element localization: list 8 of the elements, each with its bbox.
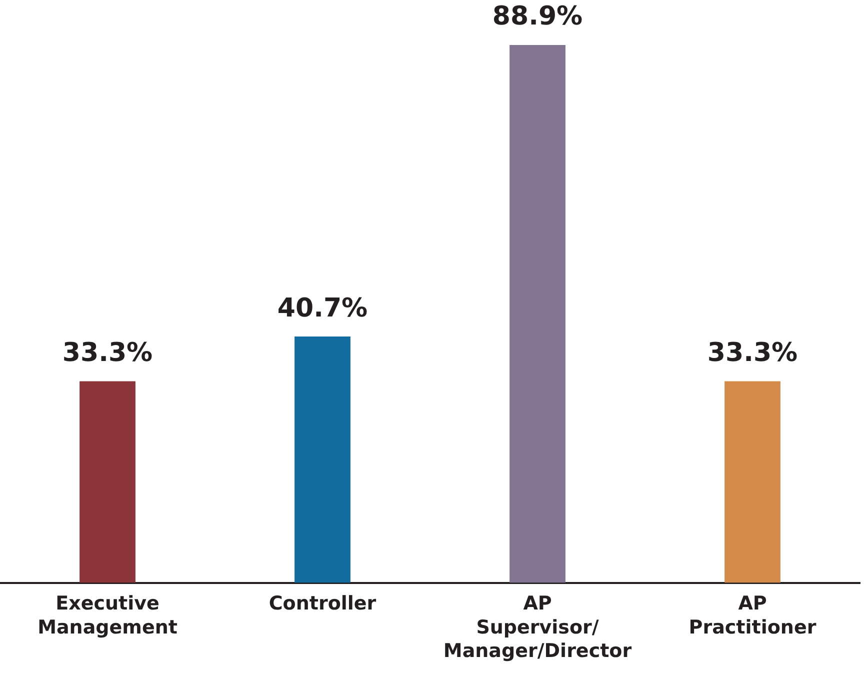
data-label: 40.7% xyxy=(277,293,368,324)
data-label: 33.3% xyxy=(707,338,798,368)
x-tick-label: Controller xyxy=(268,592,377,615)
x-tick-label: AP Practitioner xyxy=(688,592,817,638)
x-tick-label: Executive Management xyxy=(38,592,178,638)
data-label: 33.3% xyxy=(62,338,153,368)
x-tick-label: AP Supervisor/Manager/Director xyxy=(443,592,632,662)
data-label: 88.9% xyxy=(492,2,583,32)
